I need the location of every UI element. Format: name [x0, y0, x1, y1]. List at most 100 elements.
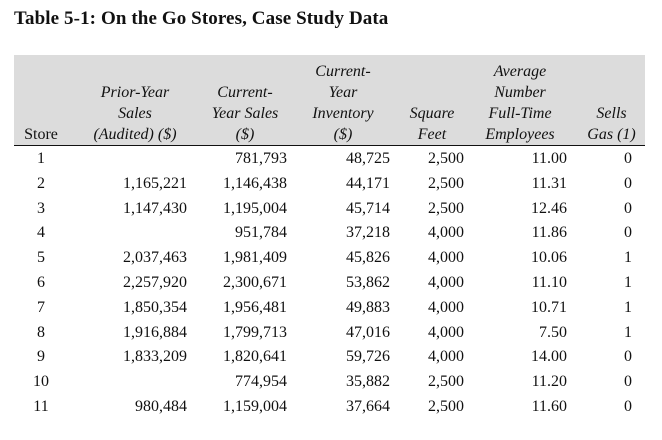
- cell-cur: 951,784: [235, 224, 287, 242]
- cell-prior: 1,850,354: [123, 298, 187, 316]
- cell-store: 9: [37, 348, 45, 366]
- cell-store: 11: [33, 398, 49, 415]
- cell-gas: 1: [624, 249, 632, 267]
- table-row: 4 951,784 37,218 4,000 11.86 0: [14, 221, 645, 245]
- cell-emp: 7.50: [539, 323, 567, 341]
- cell-gas: 1: [624, 323, 632, 341]
- header-line: Employees: [485, 126, 555, 143]
- cell-cur: 1,159,004: [223, 398, 287, 415]
- cell-emp: 14.00: [531, 348, 567, 366]
- cell-emp: 11.60: [531, 398, 567, 415]
- cell-store: 8: [37, 323, 45, 341]
- table-row: 8 1,916,884 1,799,713 47,016 4,000 7.50 1: [14, 321, 645, 345]
- header-line: Square: [409, 105, 455, 122]
- cell-prior: 1,165,221: [123, 174, 187, 192]
- table-header-background: [14, 55, 645, 145]
- cell-sq: 2,500: [428, 398, 464, 415]
- cell-sq: 4,000: [428, 224, 464, 242]
- cell-inv: 35,882: [346, 373, 390, 391]
- cell-cur: 2,300,671: [223, 274, 287, 291]
- table-row: 6 2,257,920 2,300,671 53,862 4,000 11.10 1: [14, 271, 645, 295]
- header-sells-gas: Sells Gas (1): [578, 55, 645, 145]
- cell-emp: 11.86: [531, 224, 567, 242]
- header-line: Full-Time: [488, 105, 552, 122]
- cell-prior: 1,147,430: [123, 199, 187, 217]
- cell-store: 5: [37, 249, 45, 267]
- cell-gas: 0: [624, 224, 632, 242]
- cell-store: 10: [33, 373, 49, 391]
- header-line: ($): [333, 126, 353, 143]
- cell-gas: 1: [624, 274, 632, 291]
- cell-store: 3: [37, 199, 45, 217]
- cell-emp: 10.06: [531, 249, 567, 267]
- table-row: 5 2,037,463 1,981,409 45,826 4,000 10.06 1: [14, 246, 645, 270]
- cell-inv: 37,664: [346, 398, 390, 415]
- cell-cur: 1,146,438: [223, 174, 287, 192]
- cell-inv: 44,171: [346, 174, 390, 192]
- header-line: Prior-Year: [100, 84, 170, 101]
- cell-emp: 11.20: [531, 373, 567, 391]
- cell-cur: 1,799,713: [223, 323, 287, 341]
- header-line: Feet: [417, 126, 447, 143]
- cell-inv: 49,883: [346, 298, 390, 316]
- cell-emp: 11.10: [531, 274, 567, 291]
- cell-inv: 47,016: [346, 323, 390, 341]
- cell-sq: 4,000: [428, 323, 464, 341]
- cell-emp: 11.00: [531, 150, 567, 167]
- header-line: ($): [235, 126, 255, 143]
- cell-sq: 4,000: [428, 274, 464, 291]
- cell-gas: 0: [624, 373, 632, 391]
- cell-gas: 0: [624, 199, 632, 217]
- table-row: 7 1,850,354 1,956,481 49,883 4,000 10.71 1: [14, 296, 645, 320]
- header-line: Sales: [118, 105, 152, 122]
- cell-emp: 10.71: [531, 298, 567, 316]
- cell-sq: 2,500: [428, 150, 464, 167]
- cell-prior: 980,484: [135, 398, 187, 415]
- cell-cur: 1,195,004: [223, 199, 287, 217]
- table-row: 2 1,165,221 1,146,438 44,171 2,500 11.31 0: [14, 172, 645, 196]
- cell-sq: 2,500: [428, 199, 464, 217]
- cell-sq: 4,000: [428, 298, 464, 316]
- header-square-feet: Square Feet: [398, 55, 466, 145]
- header-line: Sells: [596, 105, 627, 122]
- cell-prior: [74, 147, 187, 171]
- cell-cur: 781,793: [235, 150, 287, 167]
- cell-emp: 11.31: [531, 174, 567, 192]
- cell-gas: 0: [624, 150, 632, 167]
- cell-gas: 0: [624, 174, 632, 192]
- cell-prior: 1,916,884: [123, 323, 187, 341]
- cell-inv: 37,218: [346, 224, 390, 242]
- cell-cur: 1,956,481: [223, 298, 287, 316]
- header-line: Number: [494, 84, 546, 101]
- header-line: (Audited) ($): [93, 126, 177, 143]
- cell-prior: [74, 221, 187, 245]
- cell-store: 1: [37, 150, 45, 167]
- cell-inv: 45,826: [346, 249, 390, 267]
- cell-prior: 2,037,463: [123, 249, 187, 267]
- cell-cur: 774,954: [235, 373, 287, 391]
- cell-sq: 4,000: [428, 348, 464, 366]
- cell-inv: 45,714: [346, 199, 390, 217]
- header-line: Year: [328, 84, 358, 101]
- header-store: Store: [14, 55, 68, 145]
- cell-cur: 1,820,641: [223, 348, 287, 366]
- cell-gas: 1: [624, 298, 632, 316]
- header-store-line: Store: [24, 126, 58, 143]
- cell-prior: 2,257,920: [123, 274, 187, 291]
- cell-store: 6: [37, 274, 45, 291]
- cell-cur: 1,981,409: [223, 249, 287, 267]
- cell-sq: 2,500: [428, 174, 464, 192]
- table-row: 3 1,147,430 1,195,004 45,714 2,500 12.46 0: [14, 197, 645, 221]
- header-current-year-inventory: Current- Year Inventory ($): [297, 55, 389, 145]
- table-row: 9 1,833,209 1,820,641 59,726 4,000 14.00 0: [14, 345, 645, 369]
- cell-inv: 48,725: [346, 150, 390, 167]
- header-line: Inventory: [312, 105, 374, 122]
- cell-emp: 12.46: [531, 199, 567, 217]
- header-line: Average: [493, 63, 547, 80]
- cell-gas: 0: [624, 348, 632, 366]
- cell-gas: 0: [624, 398, 632, 415]
- cell-prior: [74, 370, 187, 394]
- cell-inv: 53,862: [346, 274, 390, 291]
- header-line: Current-: [217, 84, 273, 101]
- header-divider: [14, 145, 645, 146]
